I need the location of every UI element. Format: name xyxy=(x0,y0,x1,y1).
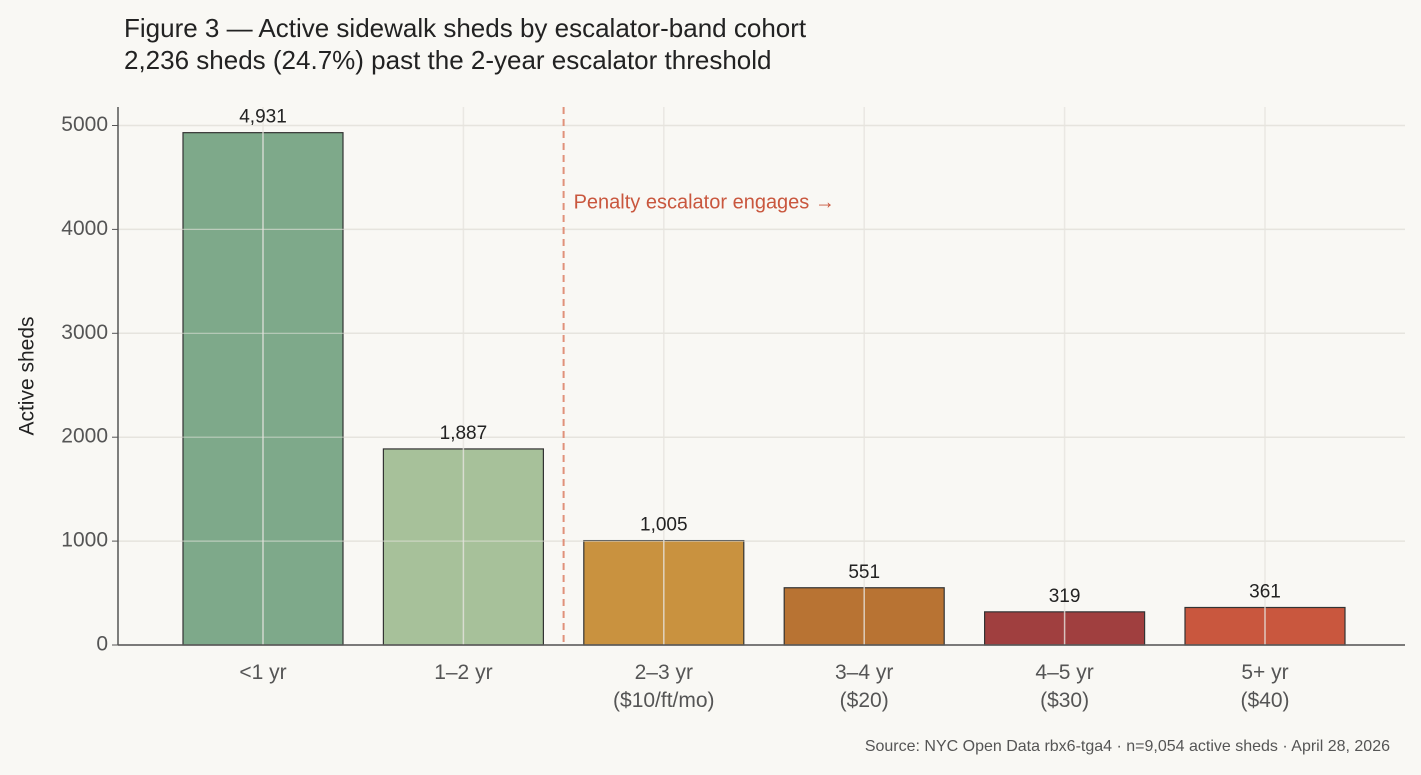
x-tick-label: 5+ yr ($40) xyxy=(1240,661,1290,712)
y-tick-label: 4000 xyxy=(61,217,108,240)
value-label: 1,005 xyxy=(640,515,688,536)
y-tick-label: 3000 xyxy=(61,321,108,344)
chart-subtitle: 2,236 sheds (24.7%) past the 2-year esca… xyxy=(124,45,772,75)
y-tick-label: 1000 xyxy=(61,529,108,552)
source: Source: NYC Open Data rbx6-tga4 · n=9,05… xyxy=(865,738,1390,755)
x-tick-label: <1 yr xyxy=(239,661,287,684)
annotation: Penalty escalator engages → xyxy=(574,191,835,213)
x-tick-label: 1–2 yr xyxy=(434,661,493,684)
x-tick-label: 3–4 yr ($20) xyxy=(835,661,894,712)
value-label: 361 xyxy=(1249,582,1281,603)
y-axis-label: Active sheds xyxy=(16,316,39,435)
value-label: 319 xyxy=(1049,586,1081,607)
y-tick-label: 0 xyxy=(96,633,108,656)
value-label: 4,931 xyxy=(239,107,287,128)
chart-title: Figure 3 — Active sidewalk sheds by esca… xyxy=(124,13,807,43)
x-tick-label: 4–5 yr ($30) xyxy=(1035,661,1094,712)
y-tick-label: 2000 xyxy=(61,425,108,448)
value-label: 1,887 xyxy=(440,423,488,444)
x-tick-label: 2–3 yr ($10/ft/mo) xyxy=(613,661,715,712)
value-label: 551 xyxy=(848,562,880,583)
y-tick-label: 5000 xyxy=(61,113,108,136)
